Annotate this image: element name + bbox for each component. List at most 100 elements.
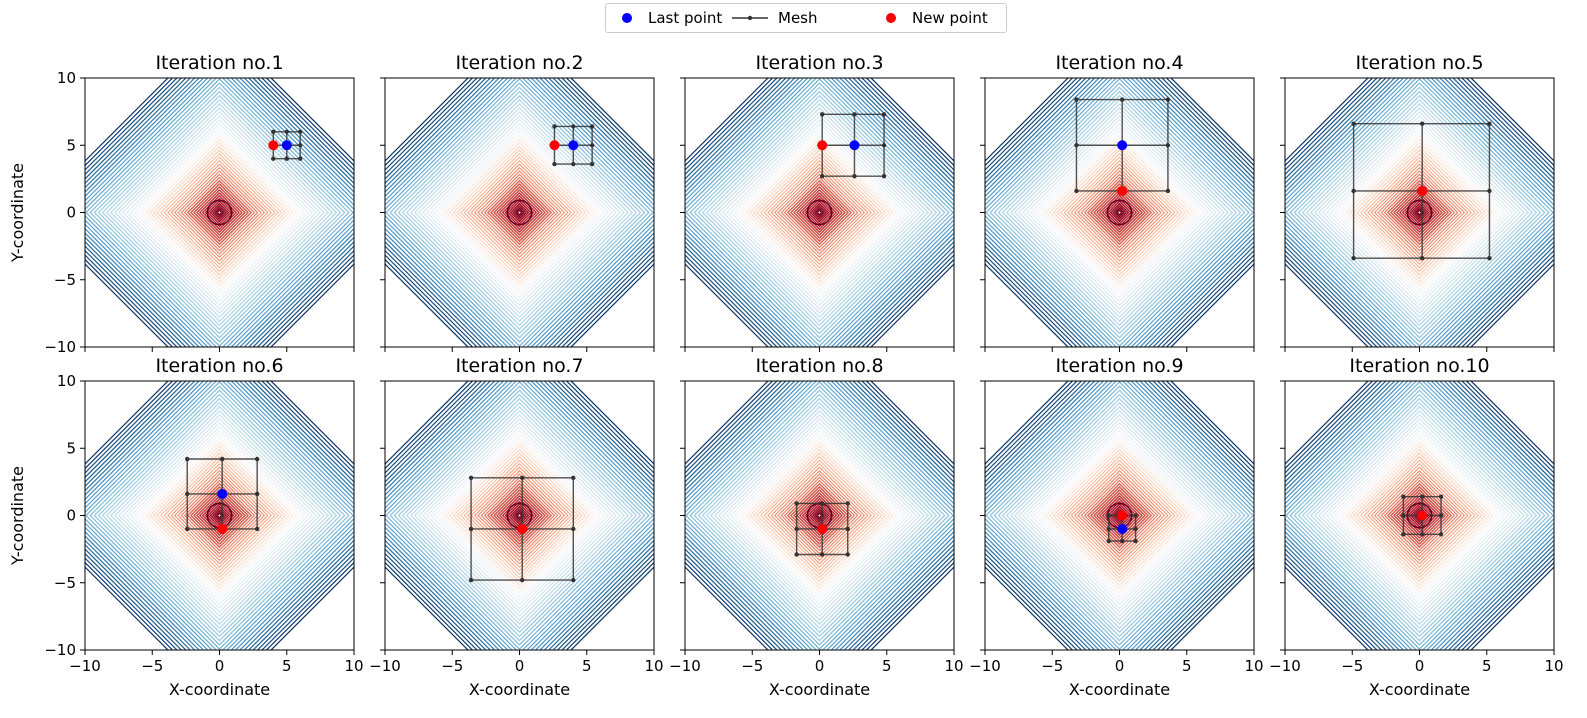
mesh-node (571, 161, 576, 167)
contour-line (130, 123, 309, 302)
subplot-title: Iteration no.9 (1055, 355, 1183, 377)
mesh-node (1419, 256, 1425, 261)
subplot-6: Iteration no.6 −10 −5 0 5 10 −10 −5 0 5 10 X-coordi… (8, 355, 364, 699)
contour-line (985, 78, 1254, 347)
y-tick-label: 0 (66, 507, 76, 525)
y-tick-label: −5 (54, 574, 76, 592)
contour-line (170, 163, 269, 262)
subplot-4: Iteration no.4 (980, 52, 1255, 352)
contour-line (145, 138, 294, 287)
contour-line (196, 492, 243, 539)
contour-line (149, 142, 290, 283)
x-tick-label: −10 (969, 657, 1001, 675)
contour-line (1367, 463, 1472, 568)
contour-line (685, 78, 954, 347)
contour-line (130, 426, 309, 605)
contour-line (1285, 381, 1554, 650)
contour-line (685, 78, 954, 347)
contour-line (685, 78, 954, 347)
contour-line (463, 156, 576, 269)
contour-line (1322, 418, 1517, 613)
y-tick-label: −10 (44, 338, 76, 356)
contour-line (85, 381, 354, 650)
contour-line (780, 173, 859, 252)
contour-field (85, 78, 354, 347)
contour-line (85, 381, 354, 650)
contour-line (777, 170, 862, 255)
contour-line (685, 381, 954, 650)
contour-line (1345, 138, 1494, 287)
mesh-node (1133, 513, 1138, 518)
contour-line (1285, 381, 1554, 650)
contour-line (1285, 381, 1554, 650)
contour-field (385, 381, 654, 650)
contour-line (1404, 197, 1435, 228)
contour-line (985, 381, 1254, 650)
contour-line (437, 130, 602, 295)
contour-line (385, 78, 654, 347)
contour-line (122, 418, 317, 613)
contour-line (441, 437, 598, 594)
contour-line (1289, 82, 1550, 343)
contour-line (1084, 177, 1155, 248)
contour-line (1104, 197, 1135, 228)
mesh-node (1165, 143, 1171, 148)
contour-line (1022, 115, 1217, 310)
contour-line (385, 381, 654, 650)
mesh-node (1419, 532, 1425, 537)
legend-last-point-marker (622, 13, 632, 23)
contour-line (1314, 410, 1525, 621)
contour-line (422, 418, 617, 613)
subplot-title: Iteration no.7 (455, 355, 583, 377)
contour-line (93, 86, 346, 339)
mesh-node (1401, 513, 1406, 518)
contour-line (697, 90, 942, 335)
legend-symbols: Last point Mesh New point (622, 9, 988, 27)
legend-new-point-marker (886, 13, 896, 23)
mesh-node (881, 173, 887, 179)
contour-line (397, 90, 642, 335)
contour-line (1026, 119, 1213, 306)
contour-line (685, 78, 954, 347)
contour-line (209, 505, 230, 526)
x-tick-label: 10 (344, 657, 363, 675)
contour-line (385, 381, 654, 650)
contour-line (509, 505, 530, 526)
contour-line (1318, 414, 1521, 617)
contour-line (685, 78, 954, 347)
contour-line (997, 90, 1242, 335)
contour-line (706, 402, 933, 629)
contour-line (452, 448, 587, 583)
contour-line (1077, 170, 1162, 255)
contour-line (1285, 78, 1554, 347)
contour-line (385, 381, 654, 650)
contour-line (989, 82, 1250, 343)
contour-line (126, 422, 313, 609)
mesh-node (881, 143, 887, 148)
legend-mesh-label: Mesh (778, 9, 818, 27)
contour-line (102, 95, 337, 330)
contour-line (1033, 429, 1206, 602)
mesh-node (468, 526, 474, 532)
contour-line (685, 78, 954, 347)
contour-line (1063, 156, 1176, 269)
x-tick-label: 5 (282, 657, 292, 675)
contour-line (1349, 445, 1490, 586)
contour-line (1106, 199, 1133, 226)
contour-line (985, 78, 1254, 347)
contour-line (1074, 167, 1165, 258)
contour-line (152, 145, 287, 280)
contour-line (133, 429, 306, 602)
contour-line (985, 381, 1254, 650)
contour-line (397, 393, 642, 638)
contour-field (1285, 78, 1554, 347)
contour-line (685, 381, 954, 650)
contour-line (85, 78, 354, 347)
contour-line (487, 180, 552, 245)
contour-line (985, 78, 1254, 347)
contour-line (1306, 402, 1533, 629)
contour-line (1285, 78, 1554, 347)
contour-line (493, 489, 546, 542)
contour-line (477, 170, 562, 255)
contour-line (985, 381, 1254, 650)
